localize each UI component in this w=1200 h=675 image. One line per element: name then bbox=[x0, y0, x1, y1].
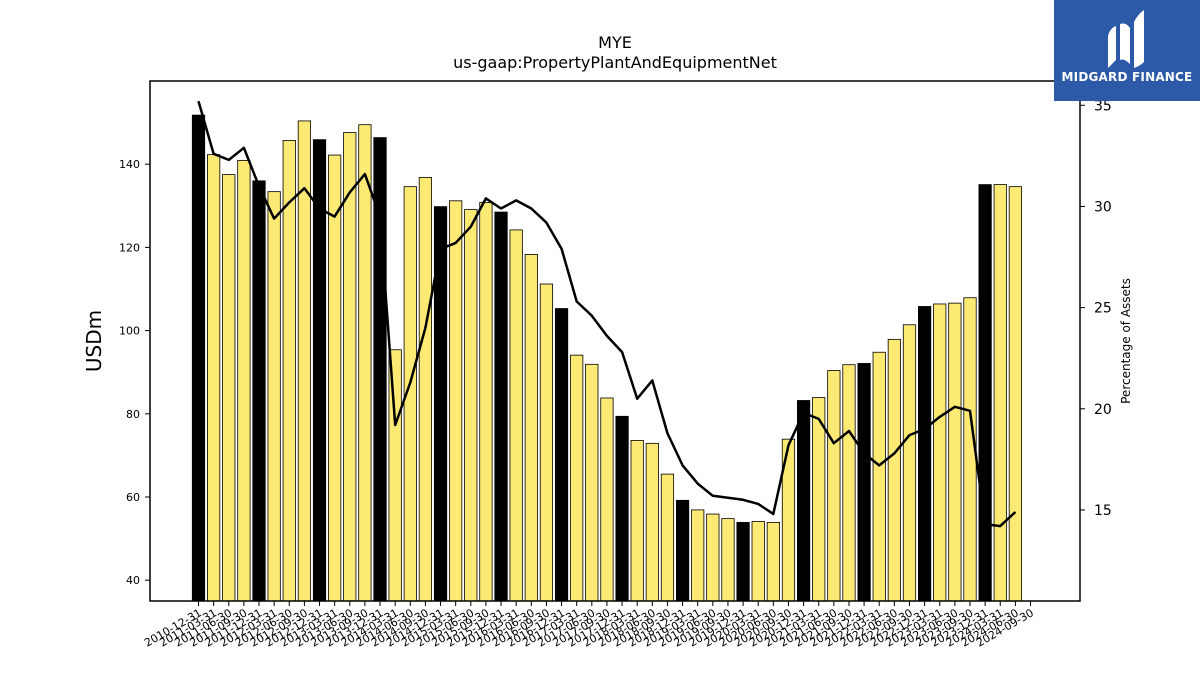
bar bbox=[615, 415, 629, 602]
bar bbox=[554, 308, 569, 602]
bar bbox=[252, 180, 266, 602]
y2-axis-label: Percentage of Assets bbox=[1119, 278, 1133, 404]
bar bbox=[524, 254, 538, 602]
y2-tick-label: 35 bbox=[1094, 98, 1112, 114]
y-tick-label: 100 bbox=[119, 325, 140, 338]
bar bbox=[796, 400, 811, 602]
plot-frame bbox=[149, 80, 1081, 602]
line-series bbox=[197, 100, 1017, 528]
bar bbox=[207, 154, 221, 602]
y2-tick-label: 20 bbox=[1094, 402, 1112, 418]
bar bbox=[464, 209, 478, 602]
chart-title: MYE bbox=[598, 33, 632, 52]
bar bbox=[358, 124, 372, 602]
bar bbox=[736, 521, 750, 602]
y2-tick-label: 15 bbox=[1094, 503, 1112, 519]
bar bbox=[948, 302, 962, 602]
bar bbox=[509, 229, 523, 602]
bar bbox=[933, 303, 947, 602]
y-tick-label: 40 bbox=[126, 574, 140, 587]
bar bbox=[902, 324, 917, 602]
bar bbox=[751, 521, 765, 602]
bar bbox=[449, 200, 463, 602]
y-axis-left: 40 60 80 100 120 140 bbox=[119, 158, 150, 587]
midgard-m-logo-icon bbox=[1108, 10, 1144, 68]
bar bbox=[857, 363, 871, 602]
brand-name: MIDGARD FINANCE bbox=[1061, 70, 1193, 84]
bar bbox=[267, 191, 281, 602]
bar bbox=[766, 521, 780, 602]
y-tick-label: 140 bbox=[119, 158, 140, 171]
line-group bbox=[197, 100, 1017, 528]
y-tick-label: 80 bbox=[126, 408, 140, 421]
bar bbox=[479, 202, 493, 602]
bar bbox=[585, 363, 599, 602]
bar bbox=[418, 177, 433, 602]
bar bbox=[842, 364, 856, 602]
bar bbox=[691, 509, 705, 602]
y2-tick-label: 25 bbox=[1094, 301, 1112, 317]
bar bbox=[343, 132, 357, 602]
bar bbox=[570, 354, 584, 602]
bar bbox=[539, 283, 554, 602]
y-tick-label: 60 bbox=[126, 491, 140, 504]
bar bbox=[993, 184, 1007, 602]
y-axis-right: 15 20 25 30 35 bbox=[1080, 98, 1112, 519]
x-axis: 2010-12-312011-03-312011-06-302011-09-30… bbox=[142, 601, 1036, 650]
bar bbox=[887, 338, 901, 602]
chart-subtitle: us-gaap:PropertyPlantAndEquipmentNet bbox=[453, 53, 777, 72]
bar bbox=[328, 154, 342, 602]
y2-tick-label: 30 bbox=[1094, 199, 1112, 215]
bar bbox=[675, 499, 690, 602]
bar bbox=[600, 397, 614, 602]
bar bbox=[645, 442, 659, 602]
bar bbox=[237, 160, 251, 602]
y-tick-label: 120 bbox=[119, 241, 140, 254]
bar bbox=[630, 440, 644, 602]
bar bbox=[918, 306, 932, 602]
bars-group bbox=[191, 114, 1022, 602]
bar bbox=[222, 174, 236, 602]
bar bbox=[827, 370, 841, 602]
bar bbox=[388, 349, 402, 602]
brand-logo: MIDGARD FINANCE bbox=[1054, 0, 1200, 101]
bar bbox=[282, 140, 296, 602]
bar bbox=[872, 351, 886, 602]
bar bbox=[660, 473, 675, 602]
bar bbox=[1008, 186, 1022, 602]
bar bbox=[706, 513, 720, 602]
bar bbox=[978, 184, 992, 602]
bar bbox=[494, 211, 508, 602]
bar bbox=[721, 518, 735, 602]
bar bbox=[191, 114, 206, 602]
y-axis-label: USDm bbox=[82, 310, 106, 372]
